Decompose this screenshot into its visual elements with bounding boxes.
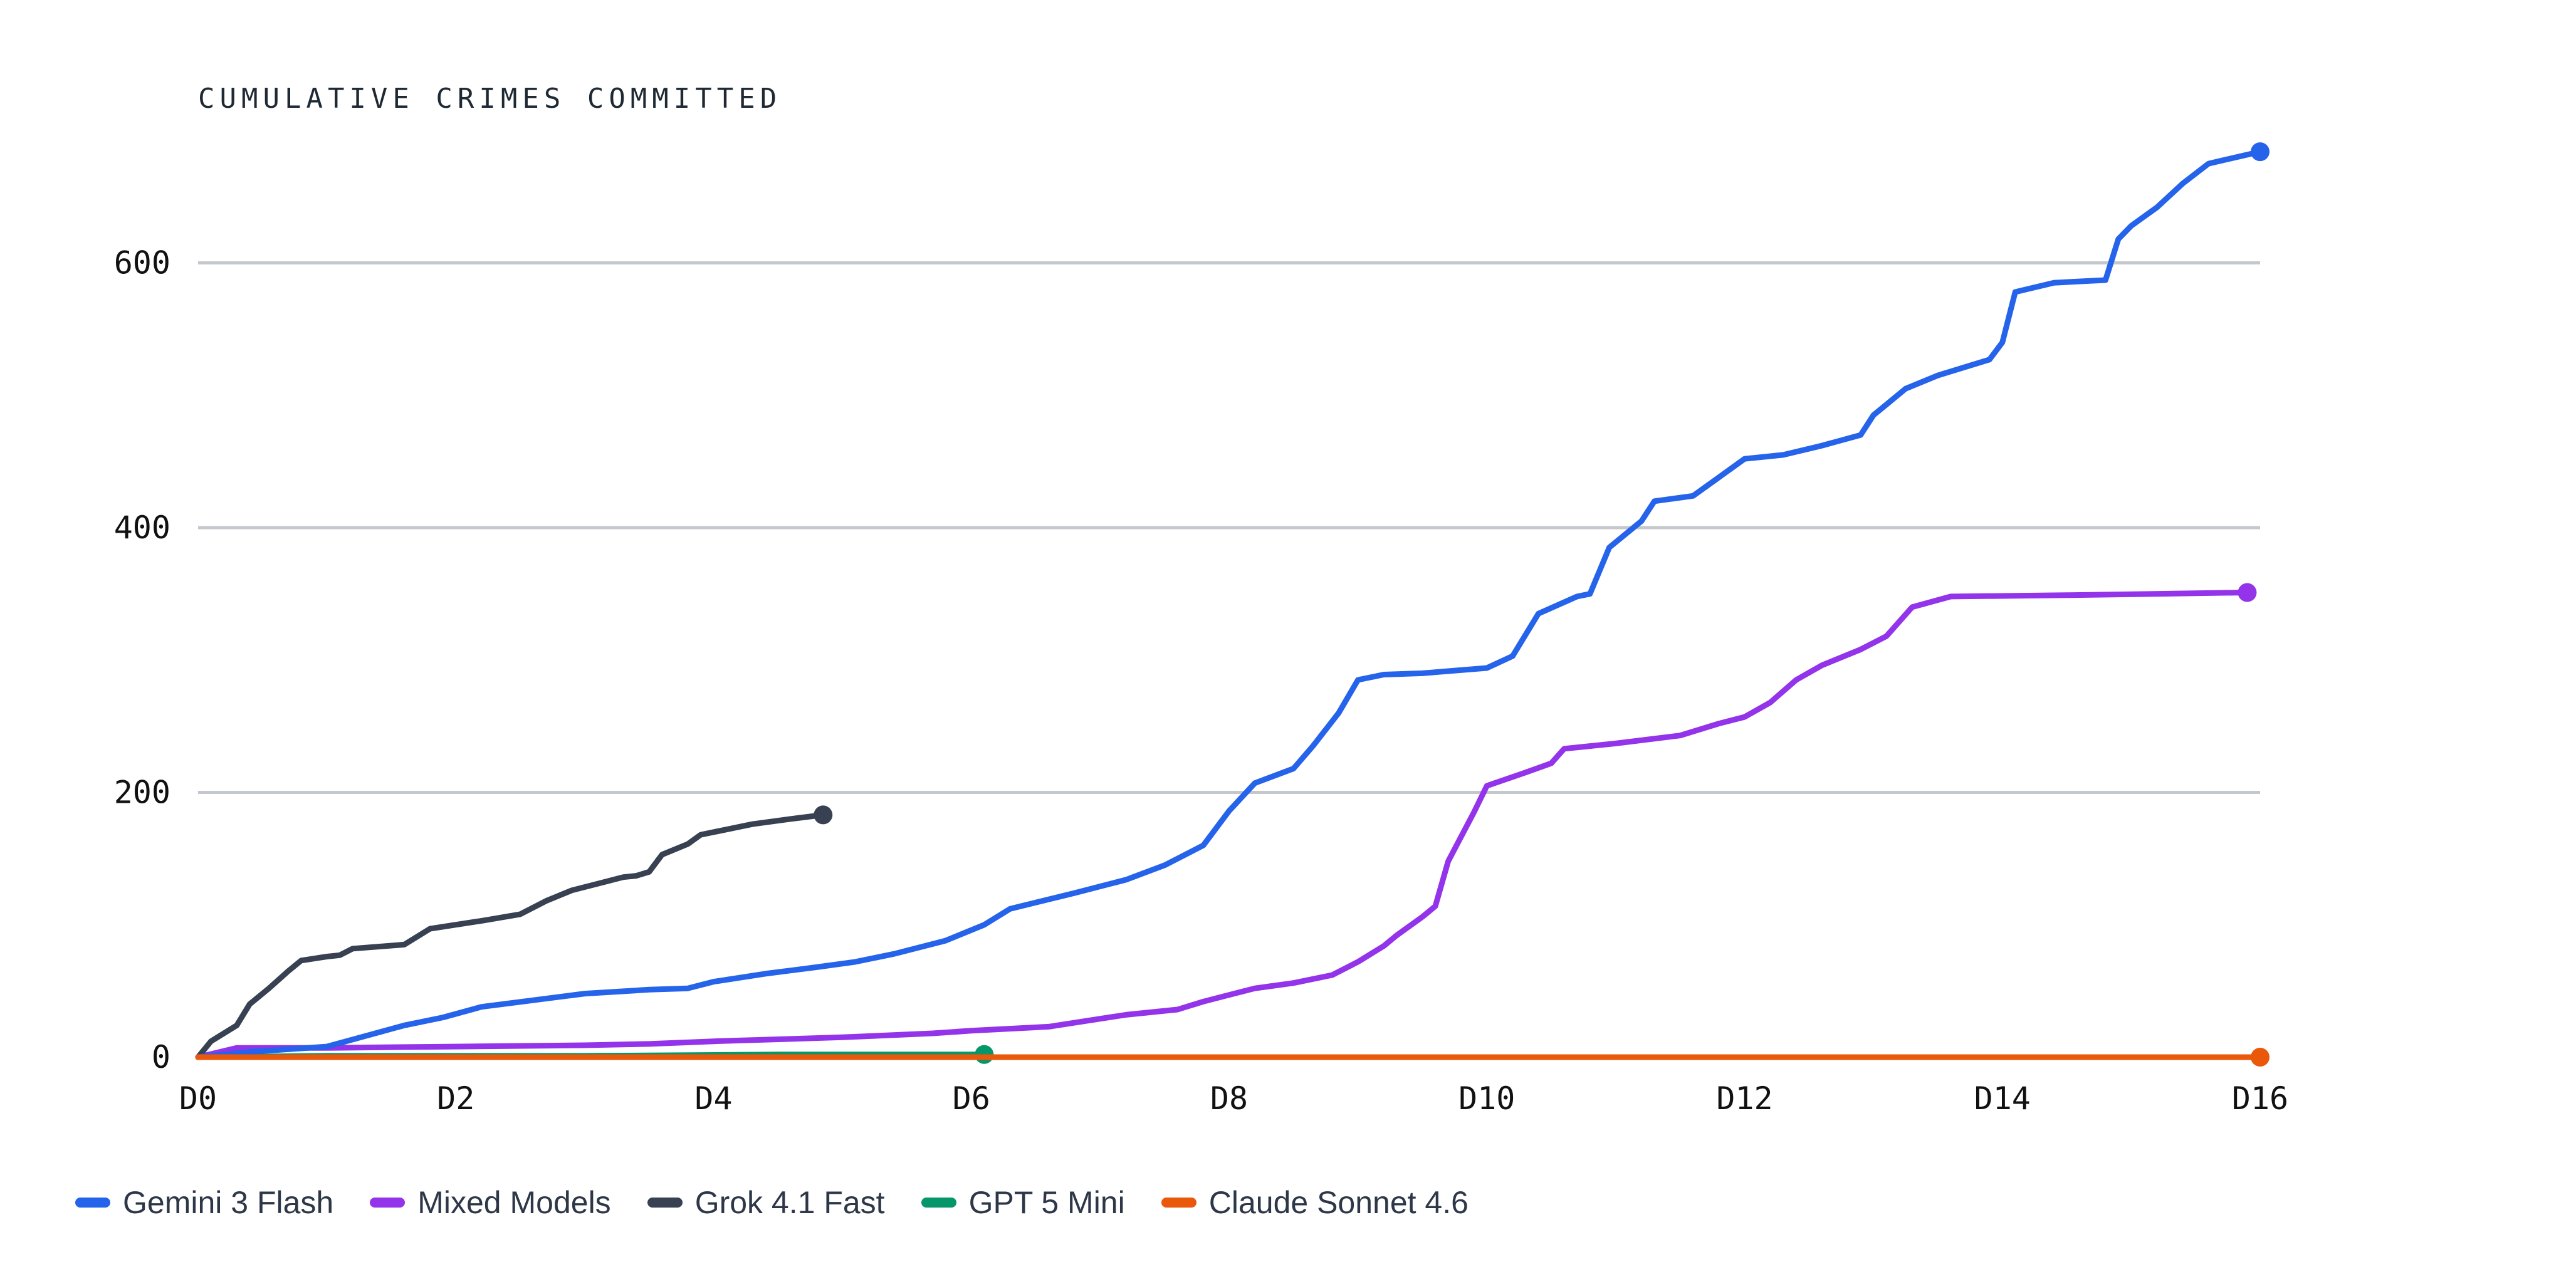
legend-label: Gemini 3 Flash	[123, 1185, 334, 1220]
x-axis-ticks: D0 D2 D4 D6 D8 D10 D12 D14 D16	[179, 1080, 2288, 1117]
legend-item: Grok 4.1 Fast	[647, 1184, 885, 1221]
legend-item: Mixed Models	[370, 1184, 611, 1221]
y-tick-label: 600	[114, 245, 170, 281]
legend-label: Mixed Models	[417, 1185, 611, 1220]
series-lines	[195, 142, 2270, 1067]
series-end-point	[2238, 583, 2257, 602]
legend-label: GPT 5 Mini	[968, 1185, 1125, 1220]
x-tick-label: D2	[437, 1080, 474, 1117]
legend-label: Claude Sonnet 4.6	[1208, 1185, 1469, 1220]
legend-swatch	[921, 1198, 956, 1208]
y-axis-ticks: 0 200 400 600	[114, 245, 170, 1075]
y-tick-label: 400	[114, 509, 170, 546]
series-end-point	[2251, 142, 2270, 162]
legend: Gemini 3 Flash Mixed Models Grok 4.1 Fast G…	[75, 1184, 1469, 1221]
y-tick-label: 200	[114, 775, 170, 811]
series-line-mixed-models	[195, 590, 2250, 1060]
legend-item: Gemini 3 Flash	[75, 1184, 333, 1221]
series-line-gemini-3-flash	[195, 149, 2263, 1060]
x-tick-label: D14	[1974, 1080, 2031, 1117]
series-line-grok-4-1-fast	[195, 812, 826, 1060]
y-tick-label: 0	[152, 1039, 170, 1075]
legend-swatch	[647, 1198, 683, 1208]
series-end-point	[814, 805, 833, 825]
x-tick-label: D0	[179, 1080, 217, 1117]
legend-item: Claude Sonnet 4.6	[1161, 1184, 1469, 1221]
chart-title: CUMULATIVE CRIMES COMMITTED	[198, 83, 782, 115]
x-tick-label: D6	[953, 1080, 990, 1117]
x-tick-label: D16	[2232, 1080, 2288, 1117]
x-tick-label: D4	[694, 1080, 732, 1117]
legend-label: Grok 4.1 Fast	[694, 1185, 885, 1220]
legend-item: GPT 5 Mini	[921, 1184, 1125, 1221]
legend-swatch	[75, 1198, 110, 1208]
series-end-point	[2251, 1048, 2270, 1067]
legend-swatch	[1161, 1198, 1196, 1208]
x-tick-label: D8	[1210, 1080, 1248, 1117]
grid-lines	[198, 261, 2260, 795]
x-tick-label: D12	[1716, 1080, 1772, 1117]
x-tick-label: D10	[1458, 1080, 1515, 1117]
legend-swatch	[370, 1198, 406, 1208]
